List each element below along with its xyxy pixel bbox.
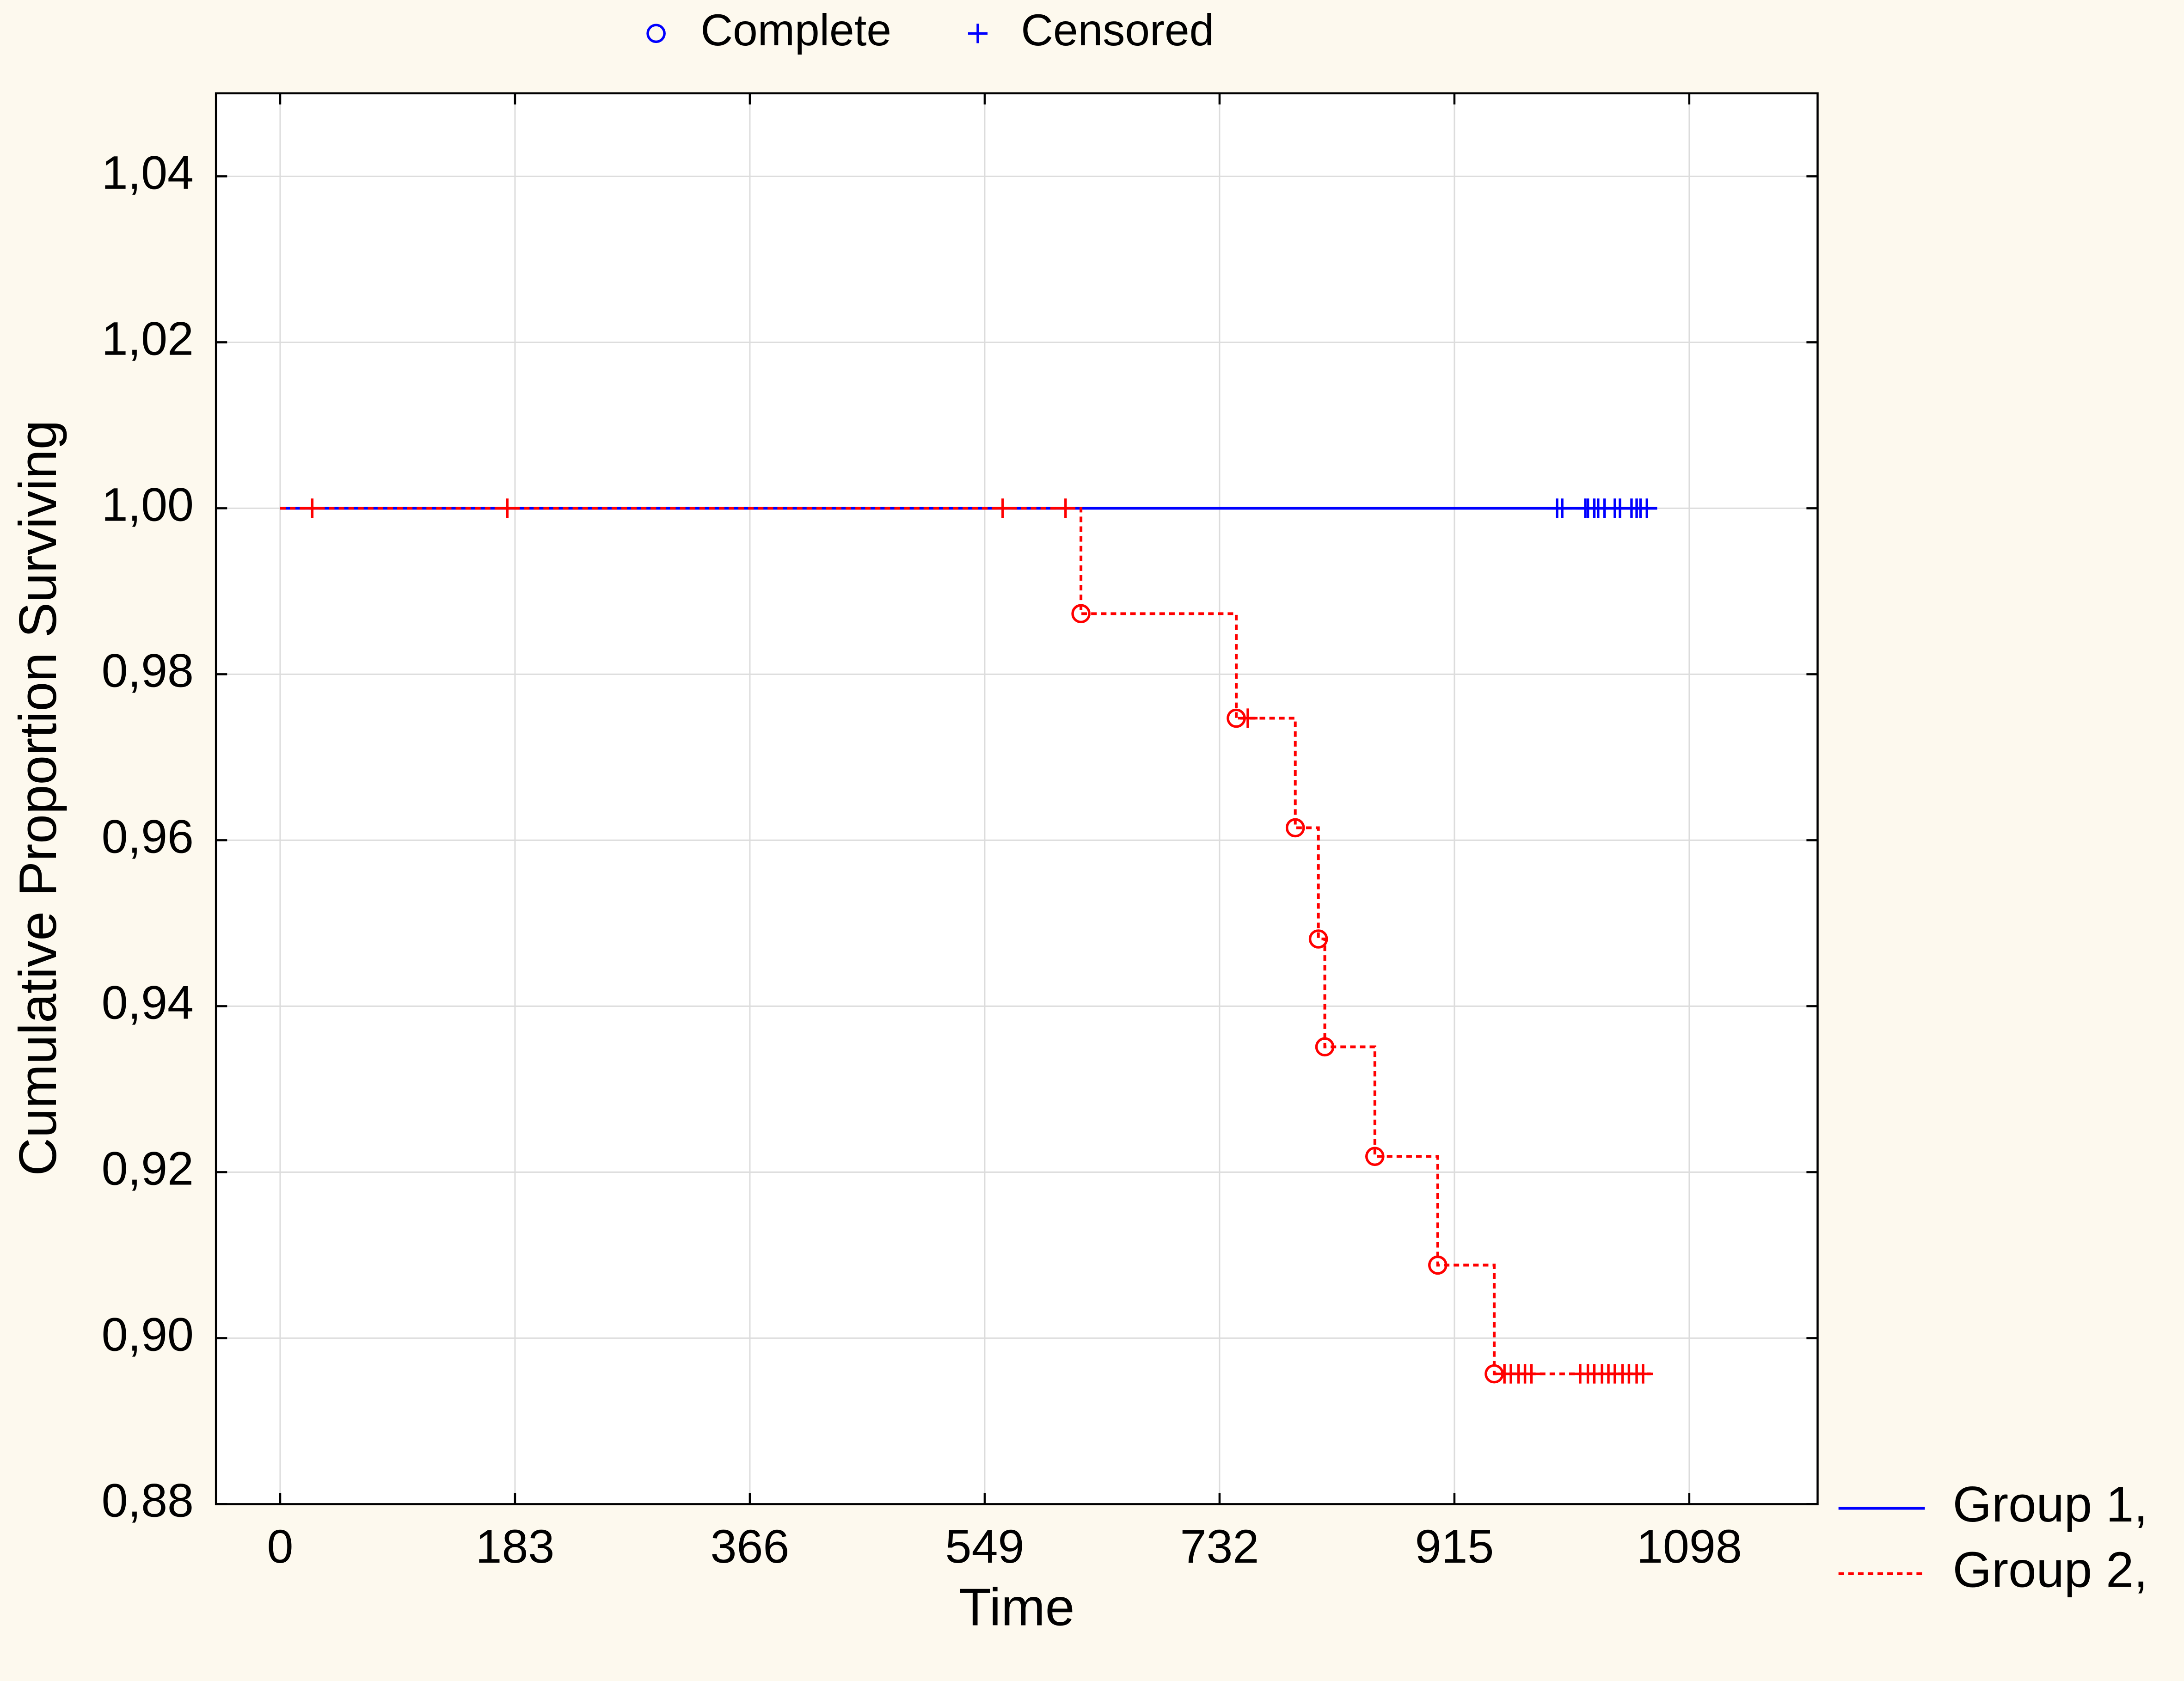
censored-marker: [1055, 498, 1075, 518]
y-tick-label: 1,02: [102, 312, 194, 365]
y-tick-label: 0,98: [102, 644, 194, 697]
x-tick-label: 549: [945, 1520, 1024, 1573]
x-tick-label: 183: [476, 1520, 555, 1573]
censored-marker: [1521, 1364, 1541, 1384]
legend-marker: [646, 24, 666, 43]
complete-marker: [1365, 1147, 1385, 1166]
censored-marker: [993, 498, 1012, 518]
plot-area: [216, 93, 1818, 1504]
censored-marker: [302, 498, 322, 518]
legend-label: Group 1,: [1953, 1476, 2148, 1532]
legend-censored: Censored: [1021, 6, 1214, 55]
complete-marker: [1315, 1037, 1335, 1057]
legend-complete: Complete: [701, 6, 891, 55]
y-tick-label: 0,92: [102, 1141, 194, 1195]
legend-marker: [968, 24, 988, 43]
x-tick-label: 732: [1180, 1520, 1259, 1573]
x-tick-label: 0: [267, 1520, 293, 1573]
x-tick-label: 366: [711, 1520, 790, 1573]
y-tick-label: 0,94: [102, 975, 194, 1029]
complete-marker: [1285, 818, 1305, 838]
censored-marker: [1637, 498, 1657, 518]
y-tick-label: 1,04: [102, 146, 194, 199]
complete-marker: [1428, 1255, 1448, 1275]
complete-marker: [1071, 604, 1091, 624]
y-tick-label: 0,90: [102, 1307, 194, 1361]
y-tick-label: 0,88: [102, 1473, 194, 1527]
y-tick-label: 1,00: [102, 478, 194, 531]
x-axis-label: Time: [959, 1578, 1074, 1637]
y-tick-label: 0,96: [102, 810, 194, 863]
censored-marker: [1238, 708, 1258, 728]
y-axis-label: Cumulative Proportion Surviving: [8, 420, 67, 1176]
censored-marker: [1552, 498, 1572, 518]
x-tick-label: 1098: [1637, 1520, 1742, 1573]
x-tick-label: 915: [1415, 1520, 1494, 1573]
plot-frame: [215, 92, 1819, 1505]
legend-label: Group 2,: [1953, 1542, 2148, 1598]
complete-marker: [1308, 929, 1328, 949]
censored-marker: [497, 498, 517, 518]
censored-marker: [1633, 1364, 1653, 1384]
